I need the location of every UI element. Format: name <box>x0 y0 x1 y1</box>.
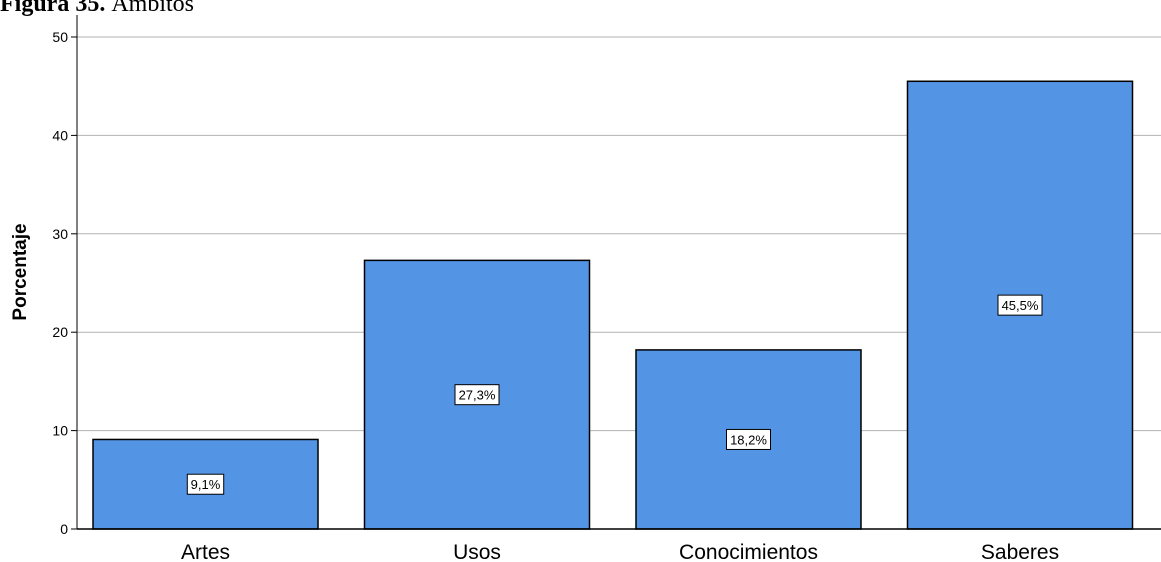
data-label-box <box>454 384 500 406</box>
x-category-label: Conocimientos <box>679 541 818 562</box>
x-category-label: Usos <box>453 541 501 562</box>
data-label-box <box>997 294 1043 316</box>
figure-caption-label: Figura 35. <box>0 0 106 17</box>
y-tick-label: 10 <box>52 423 68 439</box>
y-axis-label: Porcentaje <box>10 223 31 320</box>
y-tick-label: 0 <box>60 521 68 537</box>
y-tick-label: 30 <box>52 226 68 242</box>
data-label: 45,5% <box>1002 298 1039 313</box>
x-category-label: Artes <box>181 541 230 562</box>
x-category-label: Saberes <box>981 541 1059 562</box>
data-label-box <box>726 428 771 450</box>
data-label: 18,2% <box>730 432 767 447</box>
y-tick-label: 50 <box>52 29 68 45</box>
figure-caption-text: Ámbitos <box>111 0 195 17</box>
data-label: 9,1% <box>191 477 221 492</box>
data-label: 27,3% <box>459 388 496 403</box>
figure-caption: Figura 35. Ámbitos <box>0 0 194 18</box>
y-tick-label: 40 <box>52 127 68 143</box>
y-tick-label: 20 <box>52 324 68 340</box>
data-label-box <box>186 473 225 495</box>
